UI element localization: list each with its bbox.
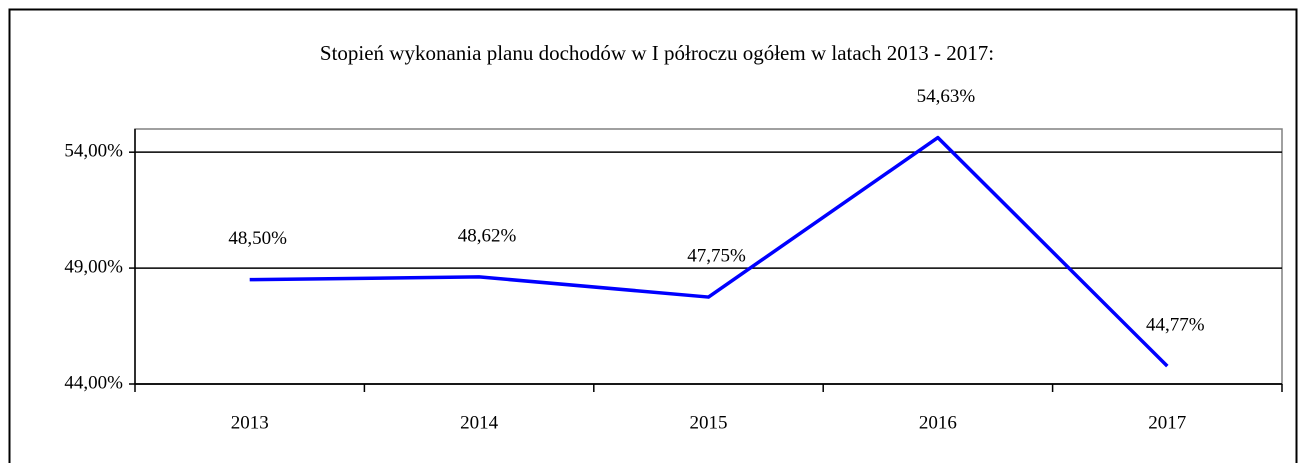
y-tick-label: 49,00% (64, 256, 123, 277)
line (249, 135, 1169, 368)
data-label: 47,75% (687, 245, 746, 266)
x-tick-label: 2013 (231, 412, 269, 433)
data-label: 48,50% (228, 228, 287, 249)
y-tick-label: 54,00% (64, 141, 123, 162)
x-tick-label: 2016 (919, 412, 957, 433)
data-label: 48,62% (458, 225, 517, 246)
data-label: 54,63% (917, 86, 976, 107)
y-tick-label: 44,00% (64, 372, 123, 393)
chart-title: Stopień wykonania planu dochodów w I pół… (320, 41, 994, 65)
x-tick-label: 2017 (1148, 412, 1186, 433)
frame (8, 8, 1298, 463)
x-tick-label: 2014 (460, 412, 499, 433)
data-label: 44,77% (1146, 315, 1205, 336)
x-tick-label: 2015 (690, 412, 728, 433)
